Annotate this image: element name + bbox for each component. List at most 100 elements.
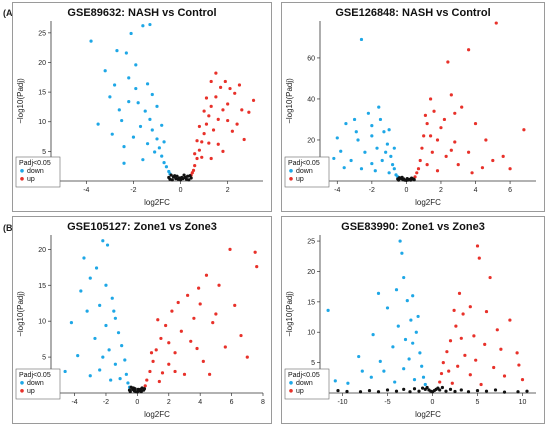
data-point-ns — [367, 388, 372, 393]
data-point-down — [387, 128, 391, 132]
data-point-up — [247, 110, 251, 114]
data-point-down — [88, 276, 92, 280]
row-label-a: (A) — [3, 8, 16, 18]
data-point-up — [202, 131, 206, 136]
data-point-up — [508, 318, 512, 322]
legend-label-up: up — [296, 388, 304, 395]
data-point-down — [380, 158, 384, 163]
data-point-up — [425, 121, 429, 126]
data-point-down — [359, 167, 364, 171]
data-point-up — [173, 351, 177, 355]
data-point-ns — [358, 390, 363, 394]
x-tick-label: -2 — [130, 187, 136, 194]
data-point-up — [195, 156, 199, 161]
x-tick-label: 0 — [404, 187, 408, 194]
data-point-up — [468, 305, 472, 309]
data-point-down — [411, 294, 415, 298]
data-point-down — [407, 357, 411, 361]
data-point-down — [389, 154, 393, 158]
data-point-up — [230, 129, 234, 133]
data-point-up — [255, 265, 259, 269]
data-point-down — [109, 378, 113, 382]
data-point-up — [157, 379, 161, 384]
data-point-up — [201, 359, 205, 363]
data-point-down — [124, 372, 128, 376]
data-point-up — [446, 60, 450, 64]
data-point-up — [459, 336, 463, 340]
data-point-down — [405, 299, 409, 303]
data-point-up — [160, 371, 165, 375]
data-point-up — [517, 363, 521, 367]
data-point-down — [414, 330, 418, 334]
data-point-down — [155, 137, 159, 141]
x-tick-label: -10 — [337, 399, 347, 406]
data-point-ns — [412, 387, 417, 391]
y-tick-label: 5 — [311, 360, 315, 367]
data-point-down — [377, 105, 381, 109]
data-point-down — [332, 156, 336, 161]
data-point-up — [173, 369, 177, 374]
data-point-up — [251, 98, 256, 103]
data-point-down — [101, 239, 105, 243]
data-point-ns — [394, 389, 399, 393]
legend-marker-up — [20, 389, 24, 393]
data-point-up — [467, 48, 471, 52]
data-point-up — [522, 128, 526, 132]
data-point-up — [492, 365, 496, 370]
data-point-down — [98, 303, 102, 307]
x-tick-label: 6 — [508, 187, 512, 194]
data-point-up — [444, 154, 448, 158]
data-point-down — [392, 167, 396, 171]
data-point-up — [488, 275, 492, 280]
legend-title: Padj<0.05 — [288, 160, 320, 167]
data-point-ns — [182, 173, 186, 177]
y-tick-label: 25 — [307, 239, 315, 246]
data-point-up — [468, 373, 472, 377]
data-point-down — [110, 132, 114, 136]
data-point-ns — [412, 178, 416, 182]
data-point-up — [151, 359, 155, 363]
data-point-down — [134, 63, 138, 67]
y-tick-label: 5 — [42, 355, 46, 362]
data-point-down — [93, 336, 97, 341]
data-point-ns — [128, 389, 132, 394]
data-point-up — [450, 381, 454, 385]
data-point-ns — [405, 176, 409, 181]
data-point-down — [127, 76, 131, 80]
y-axis-label: −log10(Padj) — [16, 78, 25, 124]
data-point-up — [216, 142, 220, 146]
volcano-plot-4: GSE83990: Zone1 vs Zone3-10-505100510152… — [284, 221, 536, 419]
legend-title: Padj<0.05 — [19, 160, 51, 167]
data-point-down — [346, 381, 350, 385]
data-point-down — [141, 158, 145, 162]
legend-title: Padj<0.05 — [19, 372, 51, 379]
data-point-up — [190, 171, 194, 175]
data-point-up — [176, 300, 180, 305]
data-point-up — [237, 83, 242, 87]
data-point-up — [149, 351, 154, 355]
data-point-down — [393, 380, 397, 384]
data-point-down — [118, 377, 122, 381]
x-tick-label: 8 — [261, 399, 265, 406]
data-point-up — [245, 355, 249, 359]
data-point-down — [385, 306, 390, 310]
x-tick-label: -5 — [384, 399, 390, 406]
data-point-up — [491, 158, 495, 163]
data-point-up — [197, 286, 201, 290]
data-point-up — [228, 247, 232, 251]
data-point-up — [439, 371, 444, 376]
data-point-down — [113, 362, 117, 366]
data-point-down — [150, 128, 154, 132]
data-point-ns — [177, 176, 181, 180]
y-tick-label: 10 — [38, 119, 46, 126]
data-point-ns — [133, 387, 137, 391]
data-point-down — [120, 344, 124, 348]
data-point-ns — [453, 389, 457, 394]
data-point-down — [160, 123, 164, 127]
data-point-down — [134, 86, 138, 91]
x-tick-label: 4 — [198, 399, 202, 406]
x-axis-label: log2FC — [144, 198, 170, 207]
legend-marker-up — [289, 177, 293, 181]
data-point-up — [442, 117, 447, 122]
row-label-b: (B) — [3, 223, 16, 233]
